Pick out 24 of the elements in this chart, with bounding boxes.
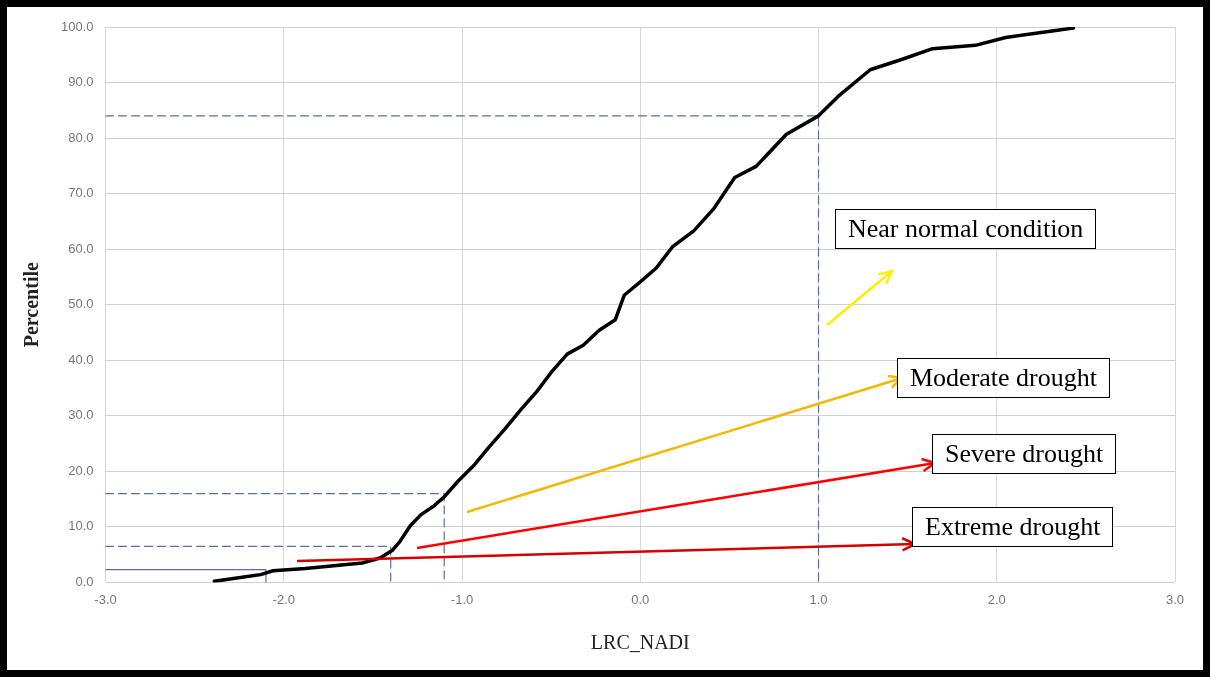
- annotation: Extreme drought: [912, 507, 1114, 547]
- y-tick-label: 20.0: [68, 462, 94, 478]
- y-axis-title: Percentile: [20, 262, 43, 348]
- y-tick-label: 50.0: [68, 296, 94, 312]
- y-tick-label: 90.0: [68, 74, 94, 90]
- y-tick-label: 10.0: [68, 518, 94, 534]
- x-tick-label: 1.0: [809, 591, 828, 607]
- annotation: Near normal condition: [835, 209, 1097, 249]
- x-tick-label: -2.0: [272, 591, 295, 607]
- x-tick-label: 2.0: [987, 591, 1006, 607]
- x-axis-title: LRC_NADI: [590, 631, 690, 654]
- x-tick-label: 0.0: [631, 591, 650, 607]
- annotation: Moderate drought: [897, 358, 1111, 398]
- x-tick-label: 3.0: [1165, 591, 1185, 607]
- y-tick-label: 30.0: [68, 407, 94, 423]
- x-tick-label: -3.0: [94, 591, 117, 607]
- y-tick-label: 0.0: [75, 573, 94, 589]
- y-tick-label: 70.0: [68, 185, 94, 201]
- y-tick-label: 40.0: [68, 351, 94, 367]
- y-tick-label: 100.0: [60, 18, 94, 34]
- y-tick-label: 60.0: [68, 240, 94, 256]
- y-tick-label: 80.0: [68, 129, 94, 145]
- x-tick-label: -1.0: [450, 591, 474, 607]
- annotation: Severe drought: [932, 434, 1117, 474]
